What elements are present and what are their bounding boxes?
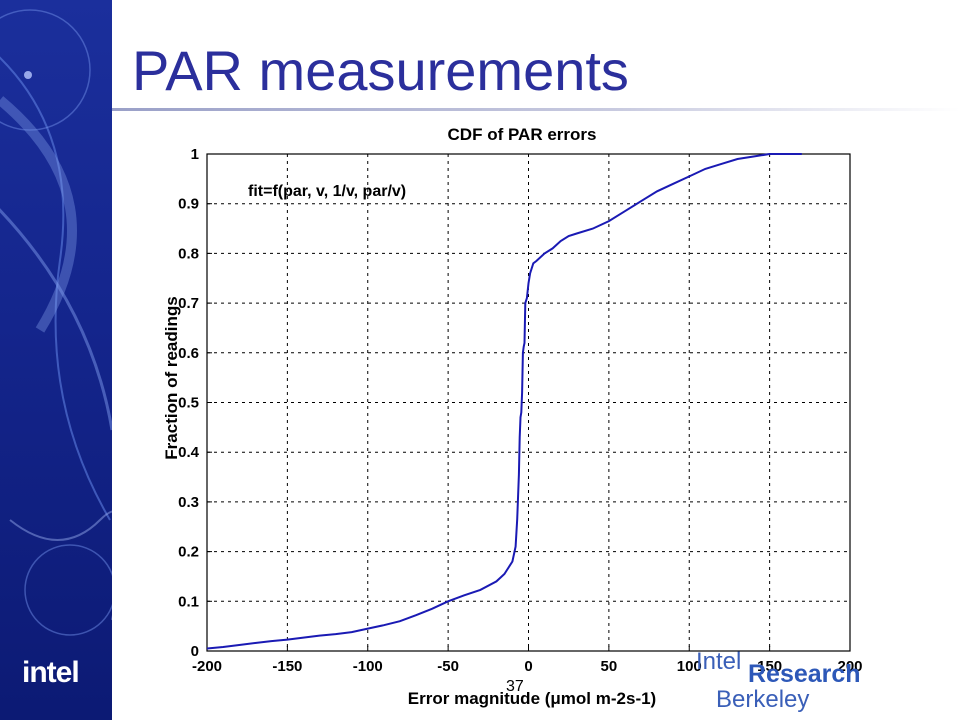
x-tick-label: -150 [272,658,302,675]
x-tick-label: 50 [601,658,618,675]
cdf-series-line [206,153,802,650]
x-tick-label: 0 [524,658,532,675]
chart-grid [207,154,850,651]
y-tick-label: 0.8 [178,245,199,262]
x-tick-label: 100 [677,658,702,675]
y-tick-label: 0.1 [178,593,199,610]
y-tick-label: 0 [191,643,199,660]
y-tick-label: 0.6 [178,345,199,362]
sidebar-decoration: intel [0,0,112,720]
fit-annotation: fit=f(par, v, 1/v, par/v) [248,183,406,200]
x-tick-label: -200 [192,658,222,675]
chart-title: CDF of PAR errors [448,125,597,144]
y-tick-label: 0.5 [178,395,199,412]
x-axis-label: Error magnitude (μmol m-2s-1) [408,689,656,708]
y-axis-label: Fraction of readings [162,296,181,459]
sidebar-swirl-graphic [0,9,112,636]
slide-title: PAR measurements [132,39,629,102]
y-tick-label: 0.3 [178,494,199,511]
y-tick-label: 0.9 [178,196,199,213]
x-tick-label: -50 [437,658,459,675]
y-tick-label: 1 [191,146,199,163]
x-tick-label: 200 [837,658,862,675]
x-tick-label: 150 [757,658,782,675]
title-divider [112,108,960,111]
logo-research-text: Research [748,660,861,688]
y-tick-label: 0.7 [178,295,199,312]
page-number: 37 [506,678,524,695]
logo-berkeley-text: Berkeley [716,686,810,713]
cdf-chart: CDF of PAR errors -200 -150 -100 -50 0 50 100 1… [162,125,863,708]
y-tick-label: 0.4 [178,444,200,461]
x-tick-label: -100 [353,658,383,675]
intel-logo: intel [22,656,80,689]
logo-intel-text: Intel [696,648,742,675]
axis-ticks: -200 -150 -100 -50 0 50 100 150 200 0 0.1 0.2 0.3 0.4… [178,146,862,675]
y-tick-label: 0.2 [178,544,199,561]
intel-research-berkeley-logo: Intel Research Berkeley [694,648,914,713]
